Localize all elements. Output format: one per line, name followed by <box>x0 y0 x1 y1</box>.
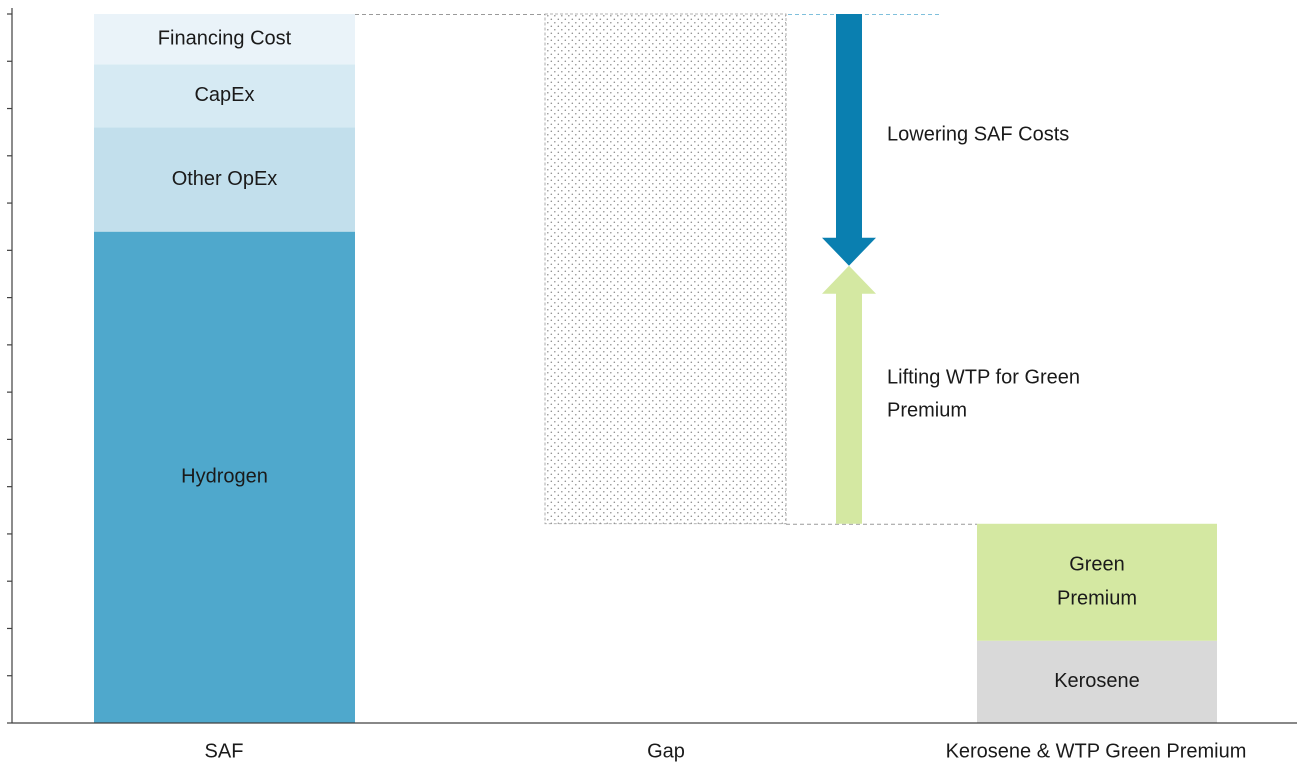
bar-capex <box>94 64 355 128</box>
arrow-lowering-saf-costs <box>822 14 876 266</box>
bar-kerosene <box>977 640 1217 723</box>
bar-hydrogen <box>94 231 355 723</box>
bars-layer <box>94 13 1217 723</box>
arrows-layer <box>822 14 876 524</box>
segment-label-kerosene: Kerosene <box>1054 670 1140 692</box>
y-axis <box>7 8 1297 724</box>
segment-label-other-opex: Other OpEx <box>172 168 278 190</box>
x-tick-label-kerosene-and-wtp-green-premium: Kerosene & WTP Green Premium <box>946 740 1247 762</box>
arrow-label-lowering-saf-costs: Lowering SAF Costs <box>887 123 1069 145</box>
connector-lines <box>355 14 977 525</box>
arrow-lifting-wtp-for-green-premium <box>822 265 876 524</box>
bar-other-opex <box>94 127 355 232</box>
bar-green-premium <box>977 523 1217 641</box>
x-tick-label-saf: SAF <box>205 740 244 762</box>
bar-financing-cost <box>94 14 355 65</box>
segment-label-green-premium: Green Premium <box>1057 554 1137 610</box>
labels-layer: Hydrogen Other OpEx CapEx Financing Cost Ker… <box>158 27 1247 762</box>
x-tick-label-gap: Gap <box>647 740 685 762</box>
bar-gap <box>544 13 787 525</box>
segment-label-hydrogen: Hydrogen <box>181 466 268 488</box>
segment-label-financing-cost: Financing Cost <box>158 27 292 49</box>
arrow-label-lifting-wtp-for-green-premium: Lifting WTP for Green Premium <box>887 367 1080 422</box>
segment-label-capex: CapEx <box>194 84 254 106</box>
